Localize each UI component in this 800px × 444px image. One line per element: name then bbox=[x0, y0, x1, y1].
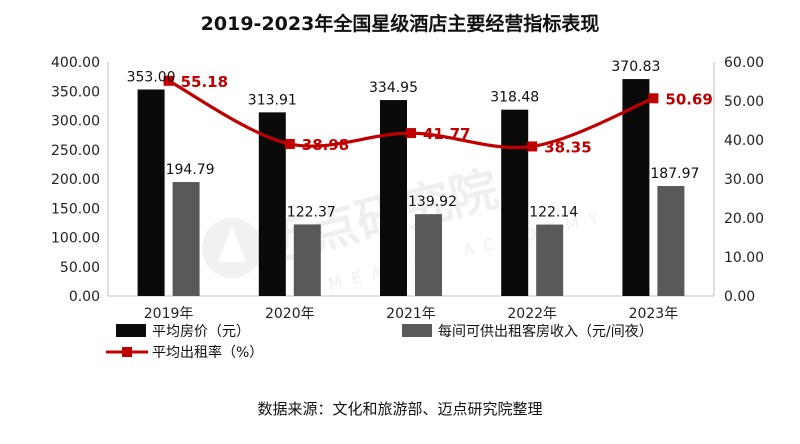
chart-title: 2019-2023年全国星级酒店主要经营指标表现 bbox=[201, 12, 600, 35]
watermark-emblem-mark bbox=[218, 226, 246, 262]
data-label-average-room-rate: 318.48 bbox=[490, 90, 539, 106]
data-label-revpar: 187.97 bbox=[650, 166, 699, 182]
bar-revpar bbox=[293, 224, 321, 296]
left-axis-tick-label: 350.00 bbox=[51, 84, 100, 100]
data-label-occupancy-rate: 38.35 bbox=[544, 138, 591, 156]
left-axis-tick-label: 400.00 bbox=[51, 55, 100, 71]
right-axis-tick-label: 0.00 bbox=[724, 289, 755, 305]
chart-data-labels: 353.00 194.79 313.91 122.37 334.95 139.92 318.… bbox=[127, 59, 713, 220]
point-occupancy-rate bbox=[527, 141, 538, 152]
data-label-occupancy-rate: 41.77 bbox=[423, 125, 470, 143]
data-label-average-room-rate: 313.91 bbox=[248, 92, 297, 108]
bar-revpar bbox=[415, 214, 442, 296]
bar-revpar bbox=[657, 186, 685, 296]
left-axis-tick-label: 300.00 bbox=[51, 114, 100, 130]
legend-swatch-revpar bbox=[402, 324, 432, 337]
chart-bars bbox=[137, 79, 685, 297]
point-occupancy-rate bbox=[163, 75, 174, 86]
x-axis-tick-label: 2020年 bbox=[265, 306, 315, 322]
x-axis-tick-label: 2023年 bbox=[629, 306, 679, 322]
left-axis-tick-label: 100.00 bbox=[51, 231, 100, 247]
watermark-emblem bbox=[202, 218, 262, 278]
bar-average-room-rate bbox=[137, 89, 165, 297]
data-label-revpar: 122.14 bbox=[529, 205, 578, 221]
chart-legend: 平均房价（元） 每间可供出租客房收入（元/间夜） 平均出租率（%） bbox=[106, 323, 653, 361]
data-label-occupancy-rate: 50.69 bbox=[665, 90, 712, 108]
chart-axes: 0.00 50.00 100.00 150.00 200.00 250.00 300.00 3… bbox=[51, 55, 764, 322]
left-axis-tick-label: 0.00 bbox=[69, 289, 100, 305]
left-axis-tick-label: 150.00 bbox=[51, 201, 100, 217]
data-label-revpar: 122.37 bbox=[287, 204, 336, 220]
legend-swatch-average-room-rate bbox=[116, 324, 146, 337]
right-axis-tick-label: 40.00 bbox=[724, 133, 764, 149]
x-axis-tick-label: 2021年 bbox=[386, 306, 436, 322]
bar-average-room-rate bbox=[622, 79, 650, 296]
legend-label-occupancy-rate: 平均出租率（%） bbox=[152, 344, 263, 361]
bar-revpar bbox=[172, 182, 200, 296]
right-axis-tick-label: 50.00 bbox=[724, 94, 764, 110]
left-axis-tick-label: 250.00 bbox=[51, 143, 100, 159]
point-occupancy-rate bbox=[648, 93, 659, 104]
legend-label-revpar: 每间可供出租客房收入（元/间夜） bbox=[438, 323, 653, 340]
data-label-revpar: 139.92 bbox=[408, 194, 457, 210]
source-note: 数据来源：文化和旅游部、迈点研究院整理 bbox=[257, 400, 542, 418]
point-occupancy-rate bbox=[284, 138, 295, 149]
data-label-occupancy-rate: 38.98 bbox=[302, 136, 349, 154]
data-label-average-room-rate: 353.00 bbox=[127, 69, 176, 85]
data-label-occupancy-rate: 55.18 bbox=[181, 73, 228, 91]
data-label-average-room-rate: 334.95 bbox=[369, 80, 418, 96]
right-axis-tick-label: 20.00 bbox=[724, 211, 764, 227]
point-occupancy-rate bbox=[406, 128, 416, 139]
right-axis-tick-label: 30.00 bbox=[724, 172, 764, 188]
left-axis-tick-label: 200.00 bbox=[51, 172, 100, 188]
x-axis-tick-label: 2022年 bbox=[507, 306, 557, 322]
x-axis-tick-label: 2019年 bbox=[144, 306, 194, 322]
data-label-revpar: 194.79 bbox=[166, 162, 215, 178]
bar-revpar bbox=[536, 224, 564, 296]
left-axis-tick-label: 50.00 bbox=[60, 260, 100, 276]
chart-line bbox=[163, 75, 659, 152]
data-label-average-room-rate: 370.83 bbox=[611, 59, 660, 75]
legend-swatch-occupancy-marker bbox=[122, 347, 132, 357]
bar-average-room-rate bbox=[501, 109, 529, 296]
right-axis-tick-label: 60.00 bbox=[724, 55, 764, 71]
right-axis-tick-label: 10.00 bbox=[724, 250, 764, 266]
bar-average-room-rate bbox=[380, 100, 407, 296]
legend-label-average-room-rate: 平均房价（元） bbox=[152, 324, 250, 340]
